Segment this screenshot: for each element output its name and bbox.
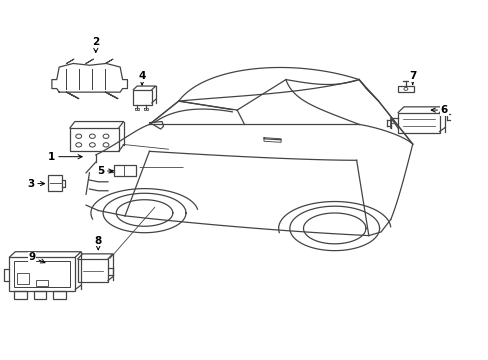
Bar — [133, 90, 152, 105]
Bar — [14, 291, 26, 299]
Text: 3: 3 — [27, 179, 44, 189]
Text: 2: 2 — [92, 37, 99, 53]
Bar — [14, 261, 70, 287]
Bar — [397, 113, 439, 134]
Text: 7: 7 — [408, 71, 416, 84]
Bar — [397, 86, 413, 92]
Text: 4: 4 — [138, 71, 145, 85]
Text: 8: 8 — [94, 236, 102, 250]
Text: 9: 9 — [29, 252, 45, 263]
Bar — [36, 280, 48, 286]
Bar — [114, 165, 136, 176]
Bar — [9, 257, 75, 291]
Text: 5: 5 — [97, 166, 113, 176]
Bar — [48, 175, 62, 192]
Bar — [34, 291, 46, 299]
Bar — [53, 291, 65, 299]
Bar — [78, 259, 108, 282]
Text: 1: 1 — [48, 152, 82, 162]
Text: 6: 6 — [430, 105, 447, 115]
Bar — [70, 128, 119, 151]
Bar — [17, 273, 29, 284]
